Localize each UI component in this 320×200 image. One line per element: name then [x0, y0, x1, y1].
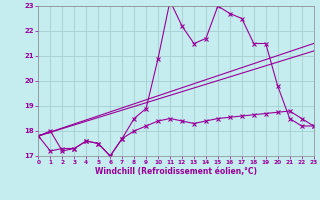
X-axis label: Windchill (Refroidissement éolien,°C): Windchill (Refroidissement éolien,°C)	[95, 167, 257, 176]
